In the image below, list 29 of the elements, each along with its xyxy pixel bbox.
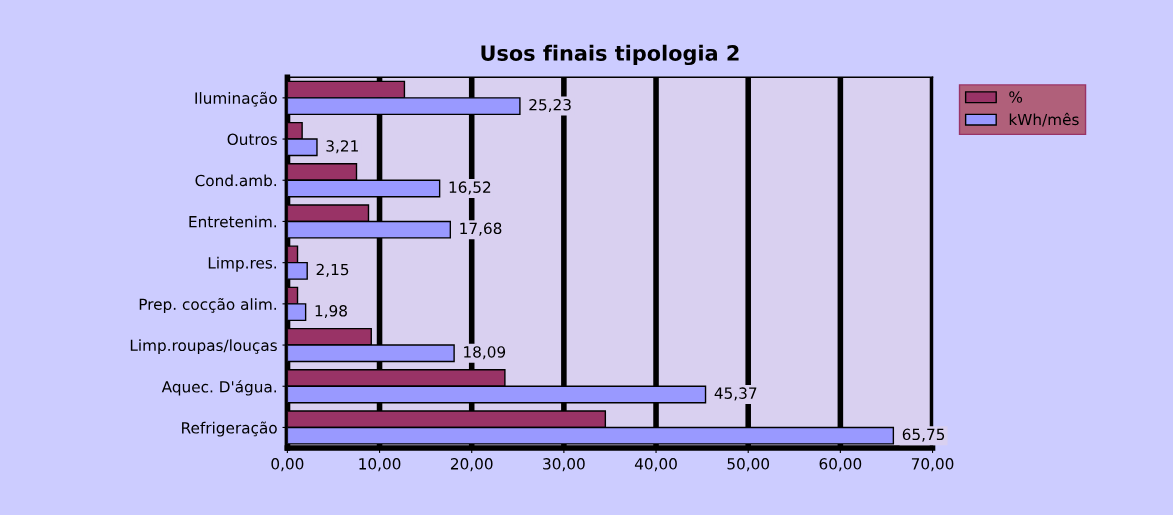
y-tick-label: Entretenim.	[189, 215, 277, 228]
y-tick-label: Limp.roupas/louças	[130, 339, 277, 355]
y-tick-label: Outros	[227, 133, 277, 146]
data-label: 25,23	[529, 98, 571, 113]
chart-title: Usos finais tipologia 2	[481, 44, 739, 66]
y-tick-label: Iluminação	[195, 91, 277, 107]
x-tick-label: 60,00	[819, 458, 862, 472]
data-label: 65,75	[902, 428, 945, 442]
x-tick-label: 30,00	[543, 458, 585, 472]
x-tick-label: 0,00	[271, 458, 304, 472]
y-tick-label: Limp.res.	[208, 256, 277, 272]
data-label: 2,15	[316, 263, 349, 277]
data-label: 1,98	[315, 304, 347, 319]
x-tick-label: 50,00	[727, 458, 770, 472]
data-label: 45,37	[714, 387, 757, 401]
data-label: 3,21	[326, 140, 358, 154]
x-tick-label: 20,00	[450, 458, 493, 472]
y-tick-label: Prep. cocção alim.	[139, 297, 277, 313]
data-label: 16,52	[449, 181, 491, 195]
data-label: 18,09	[464, 346, 506, 360]
x-tick-label: 70,00	[911, 458, 954, 472]
x-tick-label: 40,00	[634, 458, 677, 472]
data-label: 17,68	[460, 222, 502, 236]
y-tick-label: Refrigeração	[182, 421, 277, 437]
y-tick-label: Aquec. D'água.	[161, 380, 277, 396]
y-tick-label: Cond.amb.	[195, 174, 277, 187]
legend-label: kWh/mês	[1009, 112, 1079, 127]
x-tick-label: 10,00	[359, 458, 401, 472]
legend-label: %	[1009, 91, 1023, 103]
